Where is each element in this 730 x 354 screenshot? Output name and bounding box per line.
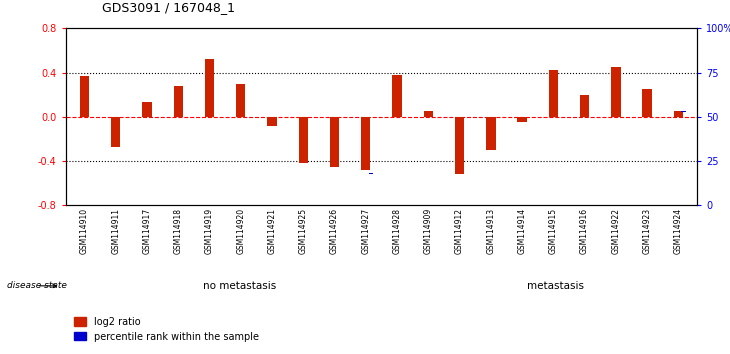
Bar: [174, 86, 183, 117]
Bar: [361, 117, 371, 170]
Text: GDS3091 / 167048_1: GDS3091 / 167048_1: [102, 1, 235, 14]
Bar: [267, 117, 277, 126]
Bar: [423, 111, 433, 117]
Bar: [205, 59, 214, 117]
Bar: [142, 102, 152, 117]
Bar: [486, 117, 496, 150]
Bar: [549, 70, 558, 117]
Bar: [80, 76, 89, 117]
Bar: [299, 117, 308, 163]
Bar: [111, 117, 120, 147]
Bar: [674, 111, 683, 117]
Text: metastasis: metastasis: [526, 281, 583, 291]
Bar: [611, 67, 620, 117]
Text: disease state: disease state: [7, 281, 66, 290]
Bar: [642, 89, 652, 117]
Bar: [580, 95, 589, 117]
Bar: [392, 75, 402, 117]
Legend: log2 ratio, percentile rank within the sample: log2 ratio, percentile rank within the s…: [71, 313, 263, 346]
Bar: [455, 117, 464, 175]
Text: no metastasis: no metastasis: [203, 281, 276, 291]
Bar: [330, 117, 339, 167]
Bar: [518, 117, 527, 122]
Bar: [236, 84, 245, 117]
